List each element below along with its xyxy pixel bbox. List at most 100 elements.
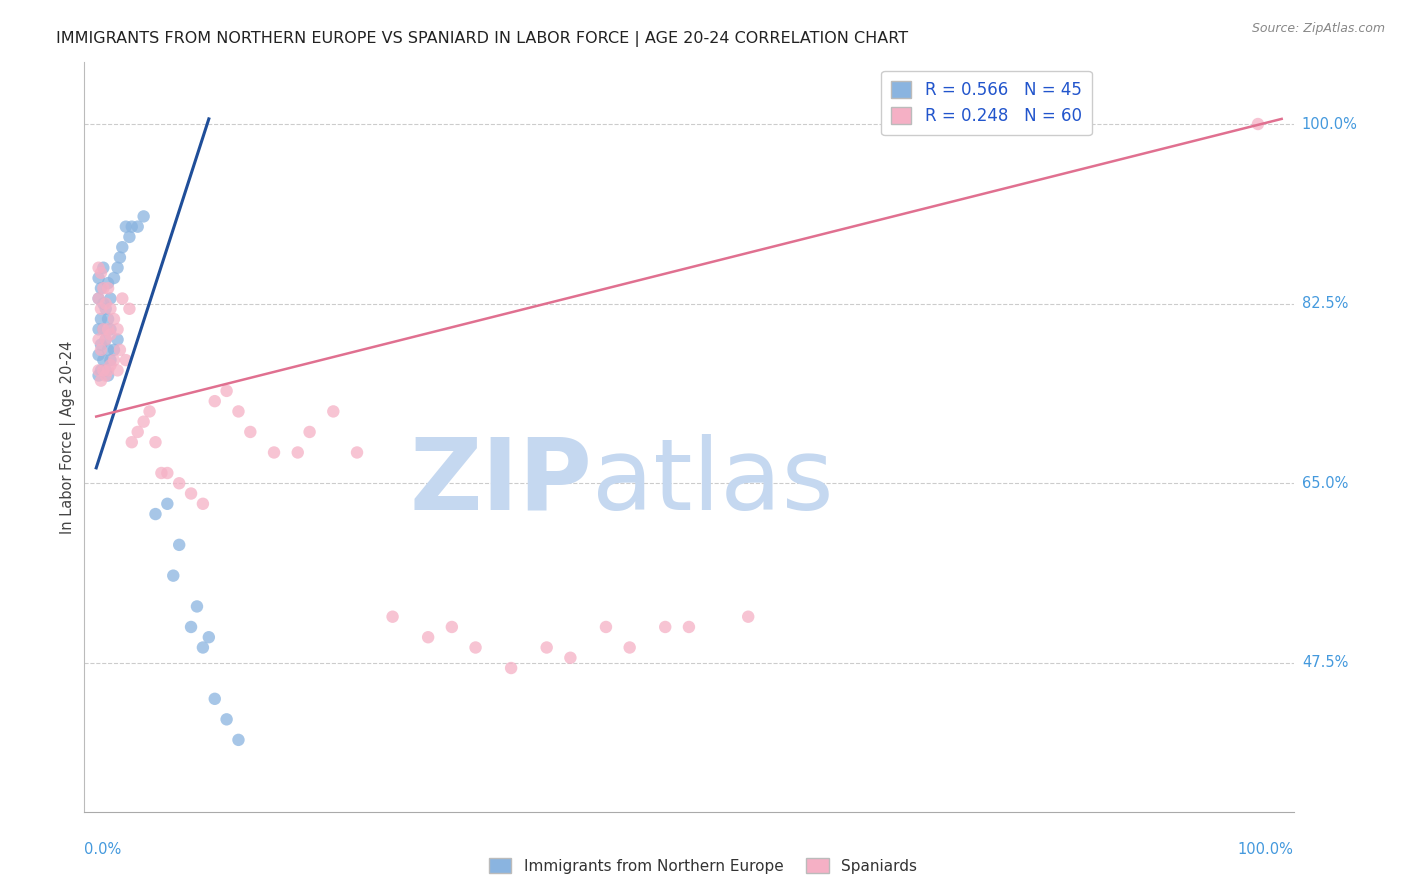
Point: [418, 630, 440, 644]
Text: 47.5%: 47.5%: [1302, 656, 1348, 671]
Point: [186, 599, 208, 614]
Point: [121, 435, 143, 450]
Point: [228, 732, 250, 747]
Y-axis label: In Labor Force | Age 20-24: In Labor Force | Age 20-24: [60, 341, 76, 533]
Point: [440, 620, 463, 634]
Point: [145, 435, 167, 450]
Point: [97, 322, 120, 336]
Point: [91, 322, 114, 336]
Point: [97, 281, 120, 295]
Point: [94, 368, 117, 383]
Point: [167, 476, 190, 491]
Point: [103, 353, 125, 368]
Point: [191, 497, 214, 511]
Point: [108, 343, 131, 357]
Point: [228, 404, 250, 418]
Point: [91, 353, 114, 368]
Point: [100, 353, 122, 368]
Point: [204, 691, 226, 706]
Legend: R = 0.566   N = 45, R = 0.248   N = 60: R = 0.566 N = 45, R = 0.248 N = 60: [882, 70, 1091, 136]
Text: Source: ZipAtlas.com: Source: ZipAtlas.com: [1251, 22, 1385, 36]
Point: [87, 333, 110, 347]
Point: [87, 322, 110, 336]
Point: [464, 640, 486, 655]
Point: [94, 333, 117, 347]
Text: 65.0%: 65.0%: [1302, 475, 1348, 491]
Point: [287, 445, 309, 459]
Point: [90, 281, 112, 295]
Point: [97, 363, 120, 377]
Point: [118, 301, 141, 316]
Point: [97, 368, 120, 383]
Point: [90, 363, 112, 377]
Point: [132, 415, 155, 429]
Point: [90, 337, 112, 351]
Point: [97, 343, 120, 357]
Point: [94, 363, 117, 377]
Point: [87, 292, 110, 306]
Text: 82.5%: 82.5%: [1302, 296, 1348, 311]
Point: [111, 240, 134, 254]
Point: [678, 620, 700, 634]
Point: [103, 343, 125, 357]
Text: atlas: atlas: [592, 434, 834, 531]
Point: [121, 219, 143, 234]
Point: [90, 343, 112, 357]
Point: [103, 312, 125, 326]
Point: [132, 210, 155, 224]
Point: [87, 260, 110, 275]
Point: [90, 312, 112, 326]
Point: [167, 538, 190, 552]
Point: [560, 650, 582, 665]
Point: [381, 609, 404, 624]
Point: [87, 292, 110, 306]
Point: [100, 322, 122, 336]
Point: [115, 219, 138, 234]
Text: 100.0%: 100.0%: [1302, 117, 1358, 131]
Point: [127, 219, 149, 234]
Point: [180, 620, 202, 634]
Point: [198, 630, 221, 644]
Point: [215, 712, 238, 726]
Text: 0.0%: 0.0%: [84, 842, 121, 857]
Point: [108, 251, 131, 265]
Point: [619, 640, 641, 655]
Text: ZIP: ZIP: [409, 434, 592, 531]
Point: [204, 394, 226, 409]
Point: [150, 466, 173, 480]
Point: [100, 327, 122, 342]
Point: [145, 507, 167, 521]
Point: [595, 620, 617, 634]
Text: 100.0%: 100.0%: [1237, 842, 1294, 857]
Point: [156, 497, 179, 511]
Legend: Immigrants from Northern Europe, Spaniards: Immigrants from Northern Europe, Spaniar…: [482, 852, 924, 880]
Point: [94, 301, 117, 316]
Point: [100, 301, 122, 316]
Point: [90, 374, 112, 388]
Point: [97, 276, 120, 290]
Point: [90, 301, 112, 316]
Point: [737, 609, 759, 624]
Point: [107, 260, 129, 275]
Point: [87, 271, 110, 285]
Point: [322, 404, 344, 418]
Point: [191, 640, 214, 655]
Point: [91, 363, 114, 377]
Point: [91, 260, 114, 275]
Point: [138, 404, 160, 418]
Point: [91, 296, 114, 310]
Point: [118, 230, 141, 244]
Point: [1247, 117, 1270, 131]
Point: [107, 322, 129, 336]
Point: [87, 368, 110, 383]
Point: [239, 425, 262, 439]
Point: [162, 568, 184, 582]
Point: [100, 358, 122, 372]
Point: [100, 292, 122, 306]
Point: [263, 445, 285, 459]
Point: [107, 363, 129, 377]
Point: [654, 620, 676, 634]
Point: [97, 312, 120, 326]
Point: [94, 333, 117, 347]
Point: [115, 353, 138, 368]
